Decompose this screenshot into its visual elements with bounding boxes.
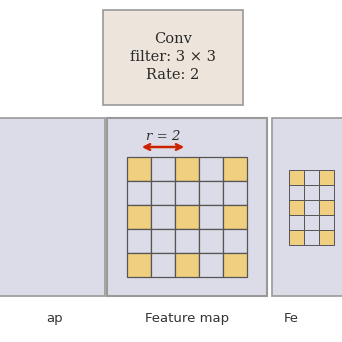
Bar — [127, 205, 151, 229]
Text: Conv: Conv — [154, 32, 192, 46]
Bar — [175, 205, 199, 229]
Bar — [223, 205, 247, 229]
Bar — [151, 181, 175, 205]
Bar — [107, 118, 267, 296]
Bar — [151, 205, 175, 229]
Bar — [199, 229, 223, 253]
Bar — [289, 170, 304, 184]
Bar — [304, 184, 319, 199]
Text: Feature map: Feature map — [145, 312, 229, 325]
Text: Fe: Fe — [284, 312, 299, 325]
Bar — [223, 229, 247, 253]
Bar — [319, 229, 334, 245]
Bar — [304, 229, 319, 245]
Bar — [199, 205, 223, 229]
Text: filter: 3 × 3: filter: 3 × 3 — [130, 50, 216, 64]
Bar — [127, 253, 151, 277]
Bar — [151, 157, 175, 181]
Bar — [151, 229, 175, 253]
Bar — [319, 214, 334, 229]
Bar — [223, 253, 247, 277]
Bar — [199, 181, 223, 205]
Bar — [127, 181, 151, 205]
Bar — [175, 157, 199, 181]
Bar — [0, 118, 105, 296]
Bar — [103, 10, 243, 105]
Bar — [289, 214, 304, 229]
Bar — [175, 181, 199, 205]
Bar — [304, 170, 319, 184]
Bar — [127, 229, 151, 253]
Bar — [199, 157, 223, 181]
Bar — [289, 199, 304, 214]
Bar — [175, 229, 199, 253]
Bar — [223, 181, 247, 205]
Bar — [304, 214, 319, 229]
Bar — [199, 253, 223, 277]
Bar — [319, 184, 334, 199]
Bar — [272, 118, 342, 296]
Text: Rate: 2: Rate: 2 — [146, 68, 200, 82]
Bar — [319, 199, 334, 214]
Bar — [127, 157, 151, 181]
Bar — [223, 157, 247, 181]
Bar — [304, 199, 319, 214]
Bar — [289, 229, 304, 245]
Text: ap: ap — [47, 312, 63, 325]
Bar — [175, 253, 199, 277]
Bar — [319, 170, 334, 184]
Bar — [289, 184, 304, 199]
Bar — [151, 253, 175, 277]
Text: r = 2: r = 2 — [146, 130, 180, 143]
